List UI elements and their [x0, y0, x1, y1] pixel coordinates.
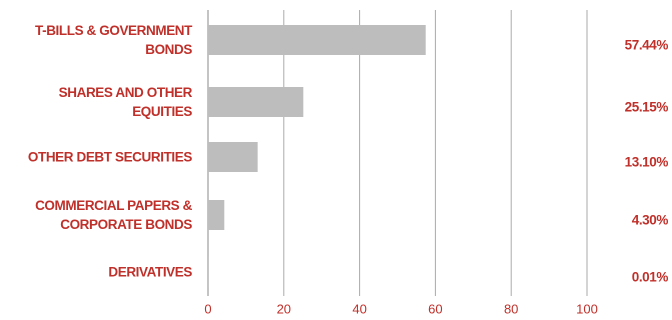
category-label: OTHER DEBT SECURITIES [27, 149, 193, 165]
bar [208, 200, 225, 230]
value-label: 13.10% [624, 154, 669, 170]
value-label: 25.15% [624, 99, 669, 115]
category-label: COMMERCIAL PAPERS & CORPORATE BONDS [35, 198, 192, 232]
category-label: T-BILLS & GOVERNMENT BONDS [35, 23, 192, 57]
bar [208, 25, 426, 55]
category-label: SHARES AND OTHER EQUITIES [58, 85, 193, 119]
x-tick-label: 60 [428, 301, 442, 316]
x-tick-label: 0 [204, 301, 211, 316]
bar [208, 87, 304, 117]
value-label: 4.30% [631, 212, 669, 228]
category-label: DERIVATIVES [108, 264, 192, 280]
x-tick-label: 100 [576, 301, 598, 316]
bar [208, 142, 258, 172]
value-label: 57.44% [624, 37, 669, 53]
x-tick-label: 20 [277, 301, 291, 316]
x-tick-label: 40 [352, 301, 366, 316]
value-label: 0.01% [631, 269, 669, 285]
x-tick-label: 80 [504, 301, 518, 316]
